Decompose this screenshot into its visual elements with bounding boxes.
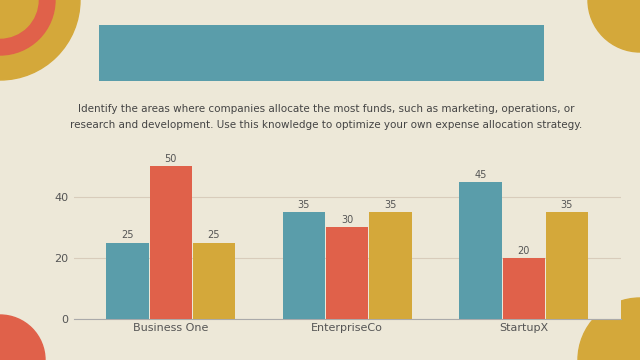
Text: 35: 35: [384, 200, 397, 210]
Wedge shape: [0, 0, 38, 38]
Bar: [502, 258, 545, 319]
Bar: [546, 212, 588, 319]
Wedge shape: [0, 0, 80, 80]
Text: Identify the areas where companies allocate the most funds, such as marketing, o: Identify the areas where companies alloc…: [70, 104, 582, 130]
Bar: [326, 227, 369, 319]
Text: 50: 50: [164, 154, 177, 164]
Text: 35: 35: [298, 200, 310, 210]
Text: 25: 25: [121, 230, 134, 240]
Text: Expense Distribution Breakdown: Expense Distribution Breakdown: [116, 42, 527, 62]
Bar: [369, 212, 412, 319]
Text: 35: 35: [561, 200, 573, 210]
Bar: [193, 243, 235, 319]
Text: 20: 20: [518, 246, 530, 256]
Bar: [150, 166, 192, 319]
FancyBboxPatch shape: [90, 24, 553, 82]
Wedge shape: [0, 0, 55, 55]
Circle shape: [578, 298, 640, 360]
Text: 25: 25: [208, 230, 220, 240]
Circle shape: [588, 0, 640, 52]
Bar: [106, 243, 148, 319]
Text: 30: 30: [341, 215, 353, 225]
Circle shape: [0, 315, 45, 360]
Bar: [283, 212, 325, 319]
Text: 45: 45: [474, 170, 486, 180]
Bar: [460, 182, 502, 319]
